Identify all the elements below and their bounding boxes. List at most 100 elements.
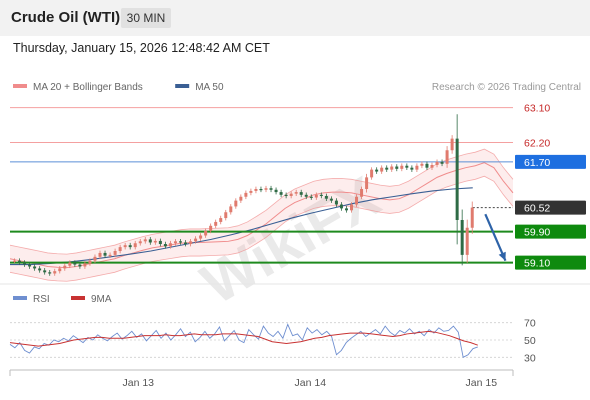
level-value-63-10: 63.10 <box>524 103 550 115</box>
candle-body <box>58 268 62 272</box>
candle-body <box>73 262 77 265</box>
candle-body <box>158 240 162 245</box>
candle-body <box>33 266 37 269</box>
candle-body <box>370 169 374 178</box>
candle-body <box>334 200 338 205</box>
time-tick-label-2: Jan 15 <box>466 377 498 389</box>
candle-body <box>48 272 52 274</box>
candle-body <box>405 165 409 168</box>
candle-body <box>410 167 414 170</box>
candle-body <box>375 169 379 172</box>
candle-body <box>224 212 228 219</box>
candle-body <box>184 242 188 245</box>
candle-body <box>28 264 32 267</box>
level-badge-60-52 <box>515 200 586 215</box>
candle-body <box>43 270 47 273</box>
candle-body <box>274 189 278 193</box>
candle-body <box>355 196 359 205</box>
candle-body <box>108 254 112 257</box>
candle-body <box>143 239 147 242</box>
time-tick-label-1: Jan 14 <box>295 377 327 389</box>
candle-body <box>68 262 72 266</box>
candle-body <box>299 192 303 195</box>
rsi-axis-label-50: 50 <box>524 335 536 347</box>
candle-body <box>98 252 102 257</box>
level-value-61-70: 61.70 <box>524 157 550 169</box>
candle-body <box>455 138 459 220</box>
candle-body <box>199 235 203 239</box>
candle-body <box>194 238 198 242</box>
candle-body <box>178 241 182 243</box>
rsi-ma-line <box>9 330 478 347</box>
candle-body <box>324 195 328 199</box>
candle-body <box>53 271 57 274</box>
level-value-59-90: 59.90 <box>524 227 550 239</box>
candle-body <box>435 161 439 165</box>
rsi-legend-swatch-1 <box>71 296 85 300</box>
rsi-legend-label-0: RSI <box>33 294 50 305</box>
candle-body <box>350 204 354 211</box>
candle-body <box>128 245 132 248</box>
candle-body <box>304 194 308 197</box>
timeframe-badge[interactable]: 30 MIN <box>121 8 171 28</box>
bollinger-band-fill <box>10 149 513 282</box>
level-value-60-52: 60.52 <box>524 203 550 215</box>
candle-body <box>415 165 419 170</box>
candle-body <box>450 138 454 151</box>
bollinger-lower-line <box>9 175 514 282</box>
candle-body <box>239 196 243 201</box>
candle-body <box>249 190 253 193</box>
candle-body <box>309 196 313 198</box>
candle-body <box>209 225 213 231</box>
candle-body <box>420 163 424 166</box>
level-badge-59-90 <box>515 224 586 239</box>
candle-body <box>284 194 288 197</box>
level-badge-59-10 <box>515 255 586 270</box>
candle-body <box>153 240 157 243</box>
candle-body <box>425 163 429 168</box>
candle-body <box>264 188 268 190</box>
instrument-title: Crude Oil (WTI) <box>11 9 121 26</box>
level-badge-61-70 <box>515 154 586 169</box>
candle-body <box>138 241 142 244</box>
candle-body <box>189 241 193 245</box>
candle-body <box>163 244 167 247</box>
candle-body <box>254 189 258 191</box>
candle-body <box>400 165 404 169</box>
candle-body <box>465 227 469 255</box>
candle-body <box>289 193 293 196</box>
candle-body <box>360 189 364 197</box>
candle-body <box>173 241 177 244</box>
chart-header: Crude Oil (WTI) 30 MIN <box>0 0 590 36</box>
legend-label-0: MA 20 + Bollinger Bands <box>33 82 143 93</box>
candle-body <box>344 208 348 211</box>
candle-body <box>229 206 233 213</box>
level-value-62-20: 62.20 <box>524 138 550 150</box>
rsi-axis-label-70: 70 <box>524 318 536 330</box>
candle-body <box>319 194 323 197</box>
rsi-line <box>9 323 478 359</box>
candle-body <box>234 200 238 207</box>
candle-body <box>244 192 248 197</box>
candle-body <box>133 243 137 248</box>
candle-body <box>83 263 87 267</box>
research-credit: Research © 2026 Trading Central <box>432 82 581 93</box>
candle-body <box>460 220 464 255</box>
legend-swatch-0 <box>13 84 27 88</box>
candle-body <box>339 204 343 209</box>
candle-body <box>13 260 16 262</box>
rsi-legend-swatch-0 <box>13 296 27 300</box>
candle-body <box>470 207 474 228</box>
candle-body <box>365 177 369 189</box>
candle-body <box>38 268 42 271</box>
candle-body <box>279 192 283 195</box>
candle-body <box>113 251 117 255</box>
candle-body <box>390 166 394 170</box>
candle-body <box>214 221 218 226</box>
candle-body <box>204 230 208 236</box>
legend-label-1: MA 50 <box>195 82 224 93</box>
candle-body <box>93 256 97 261</box>
candle-body <box>63 265 67 269</box>
candle-body <box>329 198 333 201</box>
time-tick-label-0: Jan 13 <box>122 377 154 389</box>
